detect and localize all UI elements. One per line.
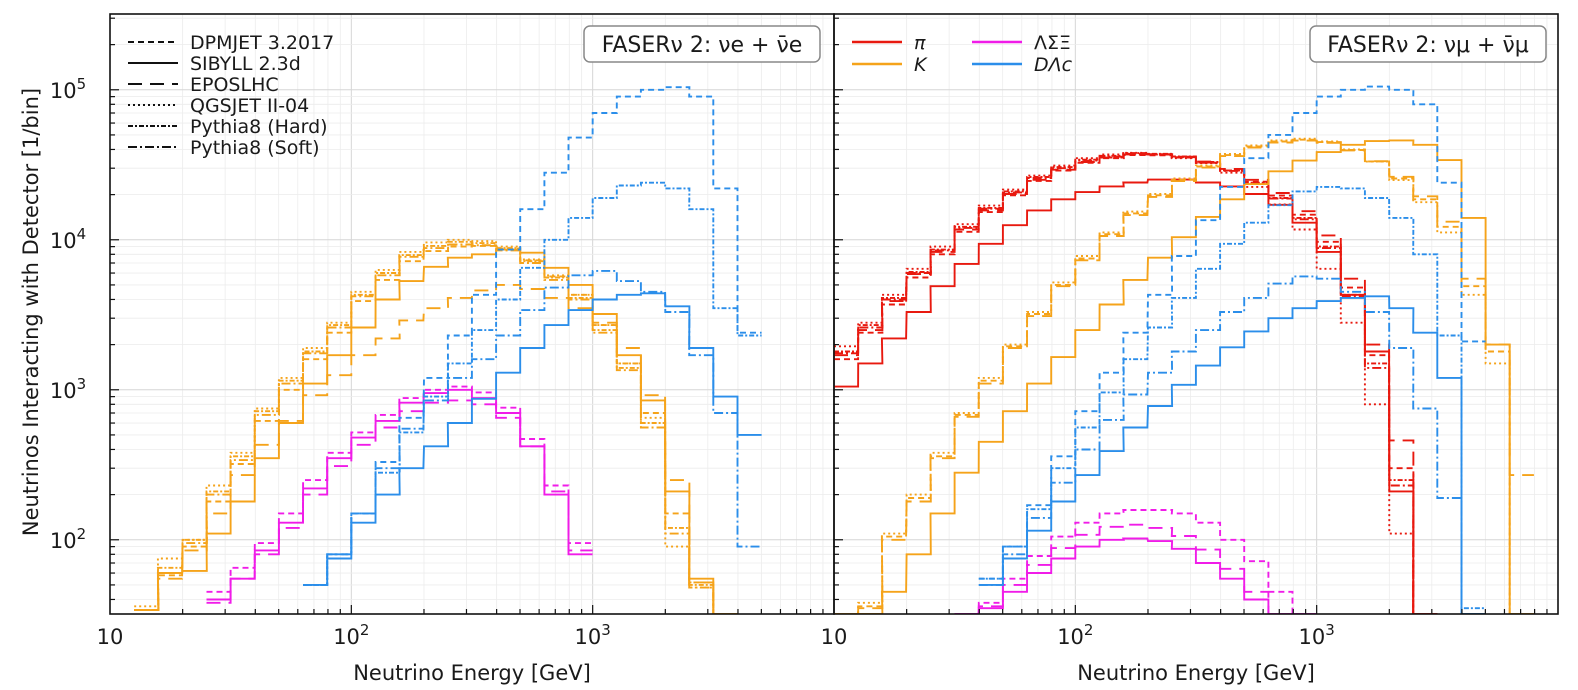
series-pi-pythia8-soft- [834,152,1438,614]
panel-numu-title: FASERν 2: νμ + ν̄μ [1327,33,1529,58]
legend-label: π [914,32,926,54]
series-k-sibyll-2-3d [834,139,1534,614]
series-dlc-dpmjet-3-2017 [303,86,762,586]
legend-label: DΛc [1034,54,1073,76]
x-tick-label: 10 [821,625,848,649]
y-tick-label: 102 [50,525,86,553]
panel-nue-ticks: 10 102 103 102 103 104 105 [50,17,824,649]
legend-label: QGSJET II-04 [190,95,309,117]
panel-numu-ticks: 10 102 103 [821,17,1548,649]
series-k-eposlhc [834,139,1534,614]
series-pi-pythia8-hard- [834,152,1438,614]
generator-legend-item: Pythia8 (Hard) [128,116,328,138]
generator-legend-item: SIBYLL 2.3d [128,53,301,75]
series-lsx-dpmjet-3-2017 [954,509,1317,614]
series-lsx-eposlhc [954,523,1317,614]
y-tick-label: 103 [50,375,86,403]
series-layer [834,85,1534,614]
legend-label: EPOSLHC [190,74,279,96]
y-tick-label: 104 [50,225,86,253]
series-k-pythia8-hard- [134,240,738,614]
series-dlc-pythia8-hard- [978,185,1486,610]
series-dlc-pythia8-hard- [303,181,762,586]
generator-legend: DPMJET 3.2017 SIBYLL 2.3d EPOSLHC QGSJET… [128,32,334,159]
series-pi-eposlhc [834,153,1438,614]
x-tick-label: 103 [575,621,611,649]
series-dlc-sibyll-2-3d [978,295,1486,614]
series-k-dpmjet-3-2017 [134,244,738,614]
series-k-eposlhc [134,283,738,614]
panel-nue-series [134,86,762,614]
parent-legend-item: ΛΣΞ [972,32,1071,54]
x-tick-label: 103 [1299,621,1335,649]
series-pi-sibyll-2-3d [834,178,1438,614]
legend-label: Pythia8 (Soft) [190,137,320,159]
panel-numu-frame [833,13,1559,615]
legend-label: DPMJET 3.2017 [190,32,334,54]
legend-label: K [914,54,928,76]
x-tick-label: 102 [1057,621,1093,649]
parent-legend-item: π [852,32,926,54]
series-dlc-sibyll-2-3d [303,292,762,586]
x-tick-label: 10 [97,625,124,649]
series-lsx-sibyll-2-3d [954,537,1317,614]
series-dlc-dpmjet-3-2017 [978,85,1486,580]
series-layer [134,86,762,614]
generator-legend-item: QGSJET II-04 [128,95,309,117]
legend-label: Pythia8 (Hard) [190,116,328,138]
panel-numu-title-box: FASERν 2: νμ + ν̄μ [1309,25,1547,63]
panel-nue-title-box: FASERν 2: νe + ν̄e [583,25,821,63]
series-k-pythia8-soft- [134,243,738,614]
series-pi-dpmjet-3-2017 [834,154,1438,614]
series-dlc-pythia8-soft- [978,275,1486,614]
panel-numu-xlabel: Neutrino Energy [GeV] [1077,661,1315,685]
parent-legend-item: K [852,54,928,76]
parent-legend: π K ΛΣΞ DΛc [852,32,1073,76]
panel-nue-xlabel: Neutrino Energy [GeV] [353,661,591,685]
generator-legend-item: DPMJET 3.2017 [128,32,334,54]
series-k-sibyll-2-3d [134,248,738,614]
panel-numu-series [834,85,1534,614]
series-dlc-pythia8-soft- [303,269,762,586]
series-pi-qgsjet-ii-04 [834,151,1438,614]
legend-label: ΛΣΞ [1034,32,1071,54]
x-tick-label: 102 [333,621,369,649]
legend-label: SIBYLL 2.3d [190,53,301,75]
series-k-dpmjet-3-2017 [834,138,1534,614]
generator-legend-item: Pythia8 (Soft) [128,137,320,159]
y-axis-label: Neutrinos Interacting with Detector [1/b… [19,88,43,536]
panel-nue: 10 102 103 102 103 104 105 Neutrino Energy [Ge… [50,13,835,685]
y-tick-label: 105 [50,75,86,103]
generator-legend-item: EPOSLHC [128,74,279,96]
panel-numu: 10 102 103 Neutrino Energy [GeV] π K ΛΣΞ D… [821,13,1559,685]
series-k-qgsjet-ii-04 [134,238,738,614]
panel-nue-title: FASERν 2: νe + ν̄e [602,33,803,58]
parent-legend-item: DΛc [972,54,1073,76]
